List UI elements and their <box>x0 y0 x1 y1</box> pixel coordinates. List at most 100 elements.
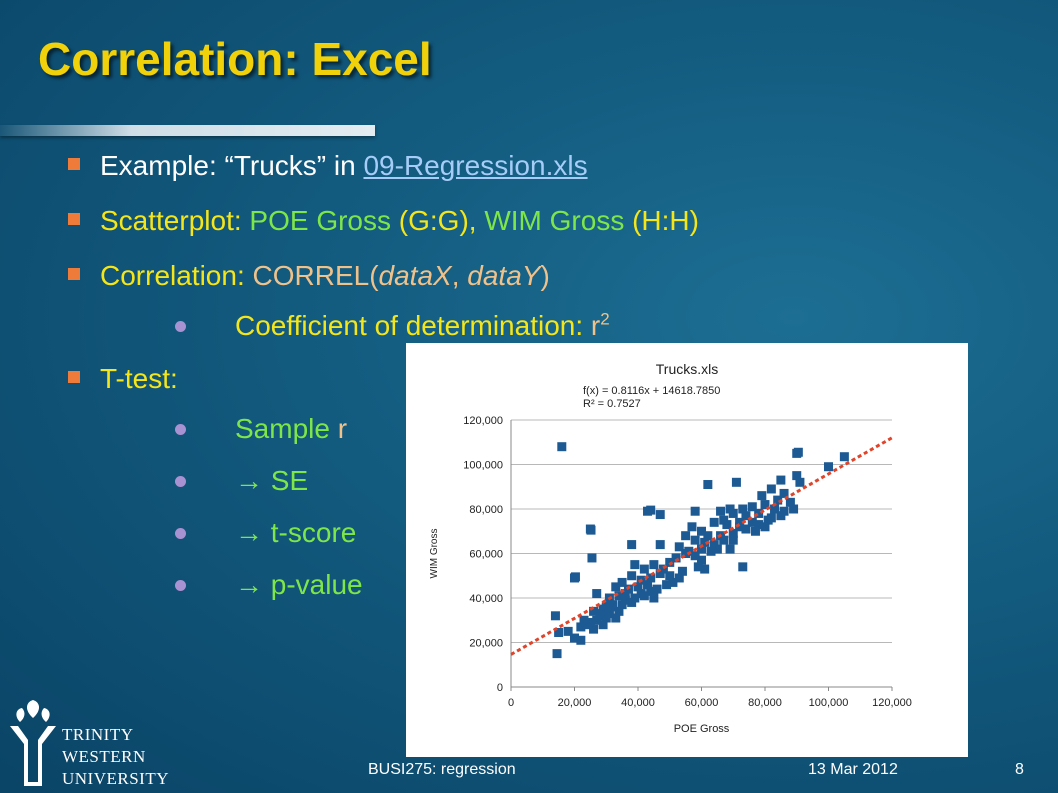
data-point <box>630 560 640 570</box>
data-point <box>754 520 764 530</box>
data-point <box>687 522 697 532</box>
data-point <box>754 508 764 518</box>
sub-bullet-tscore: → t-score <box>175 517 356 549</box>
data-point <box>681 549 691 558</box>
data-point <box>728 508 738 518</box>
xls-file-link[interactable]: 09-Regression.xls <box>363 150 588 181</box>
data-point <box>792 471 802 481</box>
data-point <box>554 627 564 637</box>
data-point <box>671 553 681 563</box>
data-point <box>760 500 770 510</box>
data-point <box>716 506 726 516</box>
data-point <box>655 540 665 550</box>
bullet-correlation: Correlation: CORREL(dataX, dataY) <box>68 260 550 292</box>
x-tick-label: 100,000 <box>809 697 849 709</box>
data-point <box>839 452 849 462</box>
x-axis-title: POE Gross <box>674 723 730 735</box>
data-point <box>766 513 776 523</box>
bullet-ttest: T-test: <box>68 363 178 395</box>
y-tick-label: 100,000 <box>463 460 503 472</box>
data-point <box>665 557 675 567</box>
data-point <box>617 600 627 610</box>
slide-title: Correlation: Excel <box>38 33 432 85</box>
chart-title: Trucks.xls <box>656 361 718 377</box>
data-point <box>550 611 560 621</box>
data-point <box>639 591 649 601</box>
footer-course: BUSI275: regression <box>368 761 516 778</box>
data-point <box>627 571 637 581</box>
bullet-example: Example: “Trucks” in 09-Regression.xls <box>68 150 588 182</box>
data-point <box>563 626 573 636</box>
data-point <box>731 477 741 487</box>
data-point <box>773 495 783 505</box>
data-point <box>668 577 678 587</box>
data-point <box>662 580 672 590</box>
square-bullet-icon <box>68 158 80 170</box>
data-point <box>570 572 580 582</box>
footer-date: 13 Mar 2012 <box>808 761 898 778</box>
data-point <box>760 522 770 532</box>
circle-bullet-icon <box>175 580 186 591</box>
x-tick-label: 60,000 <box>685 697 719 709</box>
data-point <box>776 475 786 485</box>
x-tick-label: 80,000 <box>748 697 782 709</box>
data-point <box>703 531 713 541</box>
data-point <box>703 480 713 490</box>
data-point <box>595 609 605 619</box>
circle-bullet-icon <box>175 476 186 487</box>
y-tick-label: 40,000 <box>469 593 503 605</box>
r-squared-label: R² = 0.7527 <box>583 398 641 410</box>
data-point <box>700 564 710 574</box>
data-point <box>639 564 649 574</box>
data-point <box>693 562 703 572</box>
data-point <box>617 577 627 587</box>
data-point <box>589 606 599 616</box>
data-point <box>690 506 700 516</box>
data-point <box>611 582 621 592</box>
data-point <box>785 497 795 507</box>
data-point <box>709 517 719 527</box>
university-crest-icon <box>10 700 56 786</box>
square-bullet-icon <box>68 213 80 225</box>
data-point <box>655 510 665 520</box>
data-point <box>627 597 637 607</box>
trendline <box>510 436 893 656</box>
title-underline <box>0 125 375 136</box>
data-point <box>766 484 776 494</box>
x-tick-label: 20,000 <box>558 697 592 709</box>
data-point <box>633 582 643 592</box>
sub-bullet-determination: Coefficient of determination: r2 <box>175 310 610 342</box>
data-point <box>576 635 586 645</box>
data-point <box>674 542 684 552</box>
data-point <box>681 531 691 541</box>
sub-bullet-pvalue: → p-value <box>175 569 363 601</box>
data-point <box>824 462 833 472</box>
data-point <box>779 488 789 498</box>
data-point <box>712 544 722 554</box>
data-point <box>646 586 656 596</box>
data-point <box>793 447 803 457</box>
data-point <box>643 580 653 590</box>
circle-bullet-icon <box>175 424 186 435</box>
data-point <box>646 505 656 515</box>
data-point <box>570 633 579 643</box>
data-point <box>614 606 624 616</box>
y-tick-label: 0 <box>497 682 503 694</box>
data-point <box>789 504 799 514</box>
scatter-chart: 0 20,000 40,000 60,000 80,000 100,000 120,000 0… <box>406 343 968 757</box>
data-point <box>747 502 757 512</box>
square-bullet-icon <box>68 371 80 383</box>
circle-bullet-icon <box>175 321 186 332</box>
data-point <box>614 591 624 601</box>
data-point <box>690 551 700 561</box>
data-point <box>576 622 586 632</box>
data-point <box>655 569 665 579</box>
data-point <box>725 544 735 554</box>
data-point <box>741 511 751 521</box>
sub-bullet-se: → SE <box>175 465 308 497</box>
trendline-equation: f(x) = 0.8116x + 14618.7850 <box>583 385 720 397</box>
data-point <box>557 442 567 452</box>
data-point <box>592 615 602 625</box>
data-point <box>697 526 706 536</box>
data-point <box>728 535 738 545</box>
